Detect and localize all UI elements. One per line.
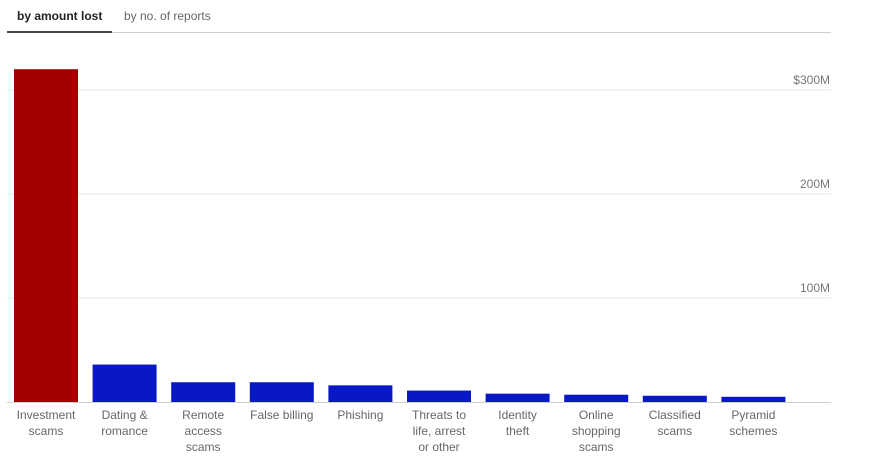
x-tick-label: Identity theft xyxy=(498,408,537,438)
tab-by-no-of-reports[interactable]: by no. of reports xyxy=(124,9,211,23)
y-axis-ticks: 100M 200M $300M xyxy=(793,73,830,295)
x-tick-label: Investment scams xyxy=(17,408,76,438)
bar[interactable] xyxy=(721,396,786,402)
tab-bar: by amount lost by no. of reports xyxy=(6,0,831,33)
x-axis-ticks: Investment scams Dating & romance Remote acce… xyxy=(17,408,778,454)
x-tick-label: Classified scams xyxy=(649,408,701,438)
x-tick-label: Phishing xyxy=(337,408,383,422)
y-tick-label: 200M xyxy=(800,177,830,191)
bar[interactable] xyxy=(407,390,471,402)
x-tick-label: Threats to life, arrest or other xyxy=(412,408,466,454)
bar[interactable] xyxy=(14,69,78,402)
bar[interactable] xyxy=(328,385,393,402)
bars xyxy=(14,69,786,402)
x-tick-label: Pyramid schemes xyxy=(729,408,777,438)
bar[interactable] xyxy=(485,393,550,402)
gridlines xyxy=(7,89,831,403)
bar[interactable] xyxy=(564,394,629,402)
bar[interactable] xyxy=(171,382,236,402)
y-tick-label: $300M xyxy=(793,73,830,87)
bar[interactable] xyxy=(92,364,157,402)
x-tick-label: Online shopping scams xyxy=(572,408,621,454)
x-tick-label: False billing xyxy=(250,408,313,422)
bar[interactable] xyxy=(642,395,707,402)
y-tick-label: 100M xyxy=(800,281,830,295)
x-tick-label: Dating & romance xyxy=(101,408,148,438)
x-tick-label: Remote access scams xyxy=(182,408,224,454)
tab-by-amount-lost[interactable]: by amount lost xyxy=(6,8,113,33)
bar[interactable] xyxy=(249,382,314,402)
